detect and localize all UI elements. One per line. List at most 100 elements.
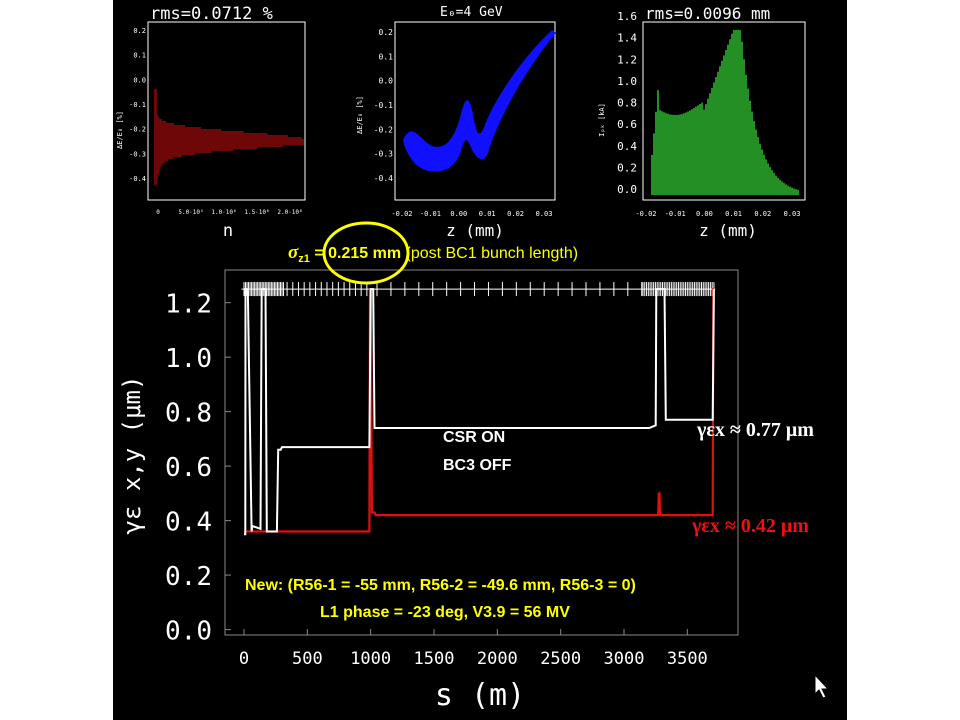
x-tick-label: 1500 bbox=[414, 649, 455, 669]
tick-label: 0.2 bbox=[617, 161, 637, 174]
bunch-length-note: σz1 = 0.215 mm (post BC1 bunch length) bbox=[288, 240, 578, 272]
panel1-xlabel: n bbox=[223, 221, 233, 241]
tick-label: -0.1 bbox=[374, 101, 393, 110]
panel1-histogram bbox=[154, 89, 304, 185]
panel2-xlabel: z (mm) bbox=[446, 221, 504, 240]
emittance-white-label: γεx ≈ 0.77 μm bbox=[697, 419, 814, 441]
csr-on-label: CSR ON bbox=[443, 429, 506, 446]
main-xticks: 0 500 1000 1500 2000 2500 3000 3500 bbox=[239, 629, 708, 669]
tick-label: -0.4 bbox=[374, 174, 393, 183]
tick-label: 0.03 bbox=[536, 210, 553, 218]
sigma-subscript: z1 bbox=[298, 253, 310, 266]
y-tick-label: 0.0 bbox=[165, 617, 212, 647]
panel2-frame bbox=[394, 21, 556, 201]
series-csr-on-line bbox=[244, 288, 715, 536]
panel1-title: rms=0.0712 % bbox=[150, 4, 273, 24]
highlight-ellipse bbox=[322, 221, 410, 285]
tick-label: -0.02 bbox=[391, 210, 412, 218]
tick-label: 0.02 bbox=[507, 210, 524, 218]
y-tick-label: 0.6 bbox=[165, 453, 212, 483]
new-parameters-line: New: (R56-1 = -55 mm, R56-2 = -49.6 mm, … bbox=[245, 577, 636, 594]
tick-label: 5.0·10⁵ bbox=[178, 209, 203, 216]
phase-space-band bbox=[403, 30, 556, 172]
tick-label: 0.8 bbox=[617, 97, 637, 110]
y-tick-label: 0.2 bbox=[165, 562, 212, 592]
x-tick-label: 3500 bbox=[667, 649, 708, 669]
bc3-off-label: BC3 OFF bbox=[443, 457, 512, 474]
tick-label: 1.4 bbox=[617, 32, 637, 45]
tick-label: 2.0·10⁶ bbox=[277, 209, 302, 216]
tick-label: 0.00 bbox=[450, 210, 467, 218]
panel-phase-space: E₀=4 GeV z (mm) ΔE/E₀ [%] 0.2 0.1 0.0 -0.1 -… bbox=[356, 5, 556, 240]
tick-label: 0.0 bbox=[617, 183, 637, 196]
tick-label: -0.1 bbox=[129, 101, 146, 109]
main-plot-frame bbox=[224, 269, 739, 636]
tick-label: 0.0 bbox=[379, 77, 394, 86]
main-ylabel: γε x,y (μm) bbox=[118, 376, 146, 535]
tick-label: -0.02 bbox=[635, 210, 656, 218]
tick-label: 0.2 bbox=[133, 27, 146, 35]
x-tick-label: 0 bbox=[239, 649, 249, 669]
main-yticks: 0.0 0.2 0.4 0.6 0.8 1.0 1.2 bbox=[165, 290, 231, 647]
tick-label: -0.2 bbox=[129, 126, 146, 134]
tick-label: 0 bbox=[156, 209, 160, 216]
tick-label: -0.2 bbox=[374, 125, 393, 134]
x-tick-label: 1000 bbox=[350, 649, 391, 669]
tick-label: 0.2 bbox=[379, 28, 394, 37]
series-csr-off-line bbox=[244, 288, 715, 533]
panel1-frame bbox=[147, 21, 306, 201]
tick-label: -0.01 bbox=[420, 210, 441, 218]
x-tick-label: 2000 bbox=[477, 649, 518, 669]
phase-voltage-line: L1 phase = -23 deg, V3.9 = 56 MV bbox=[320, 604, 570, 621]
tick-label: 0.02 bbox=[754, 210, 771, 218]
emittance-red-label: γεx ≈ 0.42 μm bbox=[692, 515, 809, 537]
x-tick-label: 2500 bbox=[540, 649, 581, 669]
tick-label: 0.1 bbox=[379, 52, 394, 61]
panel1-xticks: 0 5.0·10⁵ 1.0·10⁶ 1.5·10⁶ 2.0·10⁶ bbox=[156, 209, 302, 216]
tick-label: -0.3 bbox=[374, 150, 393, 159]
tick-label: 0.4 bbox=[617, 140, 637, 153]
tick-label: 1.6 bbox=[617, 10, 637, 23]
y-tick-label: 1.2 bbox=[165, 290, 212, 320]
panel-current: rms=0.0096 mm z (mm) Iₚₖ [kA] 1.61.41.21… bbox=[598, 4, 806, 240]
panel1-ylabel: ΔE/E₀ [%] bbox=[116, 111, 124, 149]
tick-label: 1.2 bbox=[617, 53, 637, 66]
sigma-value: = 0.215 mm bbox=[309, 245, 402, 262]
tick-label: -0.4 bbox=[129, 175, 146, 183]
y-tick-label: 0.4 bbox=[165, 508, 212, 538]
beamline-magnet-ticks bbox=[241, 282, 716, 297]
tick-label: 1.0 bbox=[617, 75, 637, 88]
panel2-yticks: 0.2 0.1 0.0 -0.1 -0.2 -0.3 -0.4 bbox=[374, 28, 393, 183]
panel3-histogram bbox=[651, 30, 799, 195]
panel3-xticks: -0.02 -0.01 0.00 0.01 0.02 0.03 bbox=[635, 210, 800, 218]
tick-label: -0.3 bbox=[129, 150, 146, 158]
tick-label: -0.01 bbox=[665, 210, 686, 218]
panel2-xticks: -0.02 -0.01 0.00 0.01 0.02 0.03 bbox=[391, 210, 552, 218]
panel2-ylabel: ΔE/E₀ [%] bbox=[356, 96, 364, 134]
tick-label: 0.1 bbox=[133, 52, 146, 60]
panel3-ylabel: Iₚₖ [kA] bbox=[598, 103, 606, 137]
main-xlabel: s (m) bbox=[435, 678, 525, 713]
panel3-yticks: 1.6 1.4 1.2 1.0 0.8 0.6 0.4 0.2 0.0 bbox=[617, 10, 637, 196]
tick-label: 1.5·10⁶ bbox=[244, 209, 269, 216]
tick-label: 0.01 bbox=[725, 210, 742, 218]
tick-label: 0.01 bbox=[479, 210, 496, 218]
main-plot: 0.0 0.2 0.4 0.6 0.8 1.0 1.2 0 500 1000 1500 2000 25… bbox=[118, 269, 739, 713]
mouse-cursor-icon bbox=[814, 673, 830, 699]
sigma-symbol: σ bbox=[288, 242, 299, 263]
x-tick-label: 500 bbox=[292, 649, 323, 669]
panel-energy-spread: rms=0.0712 % n ΔE/E₀ [%] 0.2 0.1 0.0 -0.1 -0… bbox=[116, 4, 306, 241]
panel3-title: rms=0.0096 mm bbox=[645, 4, 770, 23]
tick-label: 0.00 bbox=[696, 210, 713, 218]
panel2-title: E₀=4 GeV bbox=[440, 5, 503, 20]
tick-label: 0.03 bbox=[784, 210, 801, 218]
y-tick-label: 0.8 bbox=[165, 399, 212, 429]
panel1-yticks: 0.2 0.1 0.0 -0.1 -0.2 -0.3 -0.4 bbox=[129, 27, 146, 183]
panel3-xlabel: z (mm) bbox=[699, 221, 757, 240]
tick-label: 0.6 bbox=[617, 118, 637, 131]
tick-label: 0.0 bbox=[133, 76, 146, 84]
y-tick-label: 1.0 bbox=[165, 344, 212, 374]
x-tick-label: 3000 bbox=[604, 649, 645, 669]
tick-label: 1.0·10⁶ bbox=[211, 209, 236, 216]
